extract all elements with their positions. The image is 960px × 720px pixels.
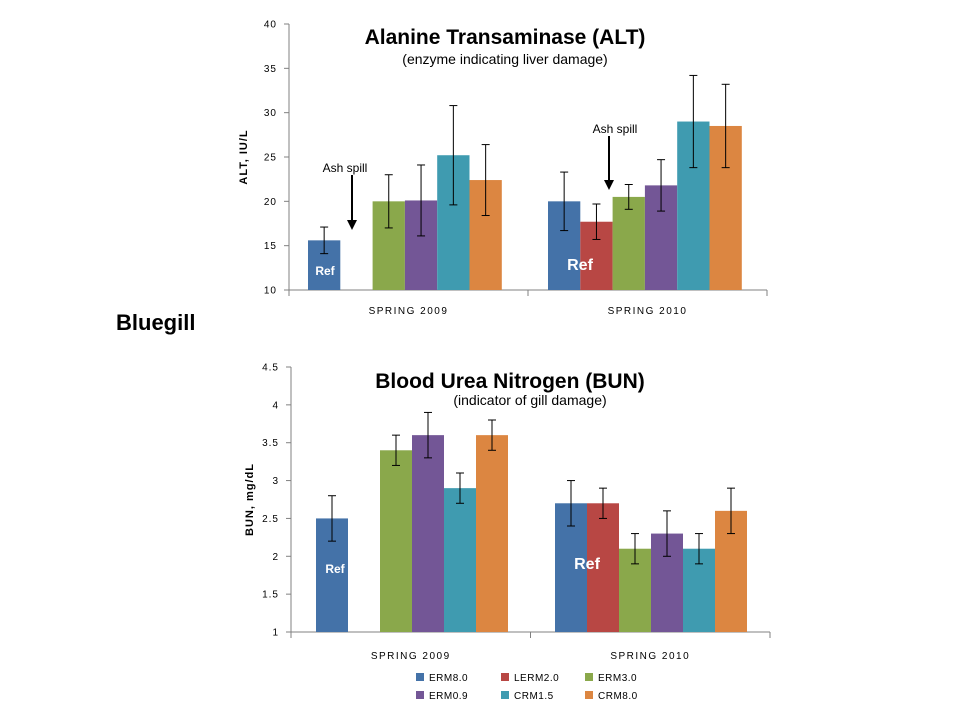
ref-label: Ref xyxy=(574,556,600,573)
annotation-label: Ash spill xyxy=(593,122,638,136)
y-tick-label: 1 xyxy=(272,628,279,639)
legend-label: CRM1.5 xyxy=(514,691,554,702)
legend-item: LERM2.0 xyxy=(501,673,559,684)
bar xyxy=(612,196,645,290)
legend-swatch xyxy=(416,691,424,699)
bar xyxy=(412,435,444,632)
arrow-head xyxy=(347,220,357,230)
legend-label: CRM8.0 xyxy=(598,691,638,702)
category-label: SPRING 2010 xyxy=(610,651,690,662)
bar xyxy=(444,488,476,632)
legend-item: CRM1.5 xyxy=(501,691,554,702)
y-tick-label: 40 xyxy=(264,20,277,31)
y-tick-label: 1.5 xyxy=(262,590,279,601)
y-tick-label: 4 xyxy=(272,400,279,411)
category-label: SPRING 2009 xyxy=(371,651,451,662)
y-tick-label: 3.5 xyxy=(262,438,279,449)
ref-label: Ref xyxy=(315,264,335,278)
legend-item: ERM0.9 xyxy=(416,691,468,702)
legend-swatch xyxy=(585,673,593,681)
ref-label: Ref xyxy=(567,257,593,274)
chart-subtitle: (enzyme indicating liver damage) xyxy=(402,51,607,67)
legend-swatch xyxy=(585,691,593,699)
y-tick-label: 2.5 xyxy=(262,514,279,525)
y-tick-label: 4.5 xyxy=(262,363,279,374)
y-tick-label: 30 xyxy=(264,108,277,119)
bun-chart: 1 1.5 2 2.5 3 3.5 4 4.5 SPRING 2009 SPRING 2010 Bl… xyxy=(244,363,771,702)
category-label: SPRING 2010 xyxy=(608,306,688,317)
y-tick-label: 10 xyxy=(264,286,277,297)
y-tick-label: 15 xyxy=(264,241,277,252)
ref-label: Ref xyxy=(325,562,345,576)
legend-label: ERM8.0 xyxy=(429,673,468,684)
side-label: Bluegill xyxy=(116,310,196,335)
y-tick-label: 20 xyxy=(264,197,277,208)
legend-item: CRM8.0 xyxy=(585,691,638,702)
y-axis-label: ALT, IU/L xyxy=(238,129,250,184)
y-tick-label: 25 xyxy=(264,153,277,164)
chart-subtitle: (indicator of gill damage) xyxy=(453,392,606,408)
chart-title: Alanine Transaminase (ALT) xyxy=(365,26,646,49)
bar xyxy=(587,503,619,632)
y-tick-label: 3 xyxy=(272,476,279,487)
legend-swatch xyxy=(416,673,424,681)
bar xyxy=(476,435,508,632)
legend-label: LERM2.0 xyxy=(514,673,559,684)
bar xyxy=(380,450,412,632)
legend-item: ERM8.0 xyxy=(416,673,468,684)
legend-label: ERM0.9 xyxy=(429,691,468,702)
legend-item: ERM3.0 xyxy=(585,673,637,684)
legend-swatch xyxy=(501,673,509,681)
legend-label: ERM3.0 xyxy=(598,673,637,684)
y-tick-label: 35 xyxy=(264,64,277,75)
alt-chart: 10 15 20 25 30 35 40 SPRING 2009 SPRING 2010 Alan… xyxy=(238,20,768,317)
y-tick-label: 2 xyxy=(272,552,279,563)
chart-title: Blood Urea Nitrogen (BUN) xyxy=(375,370,645,393)
category-label: SPRING 2009 xyxy=(369,306,449,317)
y-axis-label: BUN, mg/dL xyxy=(244,463,256,536)
arrow-head xyxy=(604,180,614,190)
legend-swatch xyxy=(501,691,509,699)
annotation-label: Ash spill xyxy=(323,161,368,175)
